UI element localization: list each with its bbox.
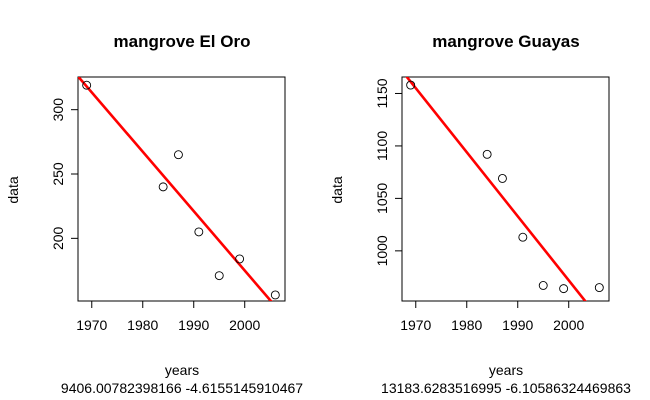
chart-panel-guayas: mangrove Guayas years data 13183.6283516… — [329, 32, 631, 396]
fit-coefficients: 13183.6283516995 -6.10586324469863 — [381, 380, 631, 396]
x-tick-label: 1990 — [502, 317, 533, 333]
plot-frame — [77, 76, 286, 302]
data-point — [594, 283, 604, 293]
x-tick-label: 1970 — [76, 317, 107, 333]
data-point — [235, 254, 245, 264]
x-tick-label: 1990 — [178, 317, 209, 333]
fit-coefficients: 9406.00782398166 -4.6155145910467 — [61, 380, 303, 396]
x-axis-label: years — [489, 362, 523, 378]
x-tick-label: 1980 — [451, 317, 482, 333]
data-point — [173, 150, 183, 160]
data-point — [518, 232, 528, 242]
plot-frame — [401, 76, 610, 302]
data-point — [270, 290, 280, 300]
chart-panel-el-oro: mangrove El Oro years data 9406.00782398… — [5, 32, 303, 396]
data-point — [497, 174, 507, 183]
x-tick-label: 2000 — [553, 317, 584, 333]
data-point — [194, 227, 204, 237]
data-point — [406, 80, 416, 90]
data-point — [158, 182, 168, 192]
y-tick-label: 1150 — [374, 78, 390, 108]
regression-line — [405, 77, 587, 301]
data-point — [559, 284, 569, 294]
y-axis-label: data — [5, 176, 21, 203]
y-tick-label: 1100 — [374, 131, 390, 161]
data-point — [214, 271, 224, 281]
chart-title: mangrove Guayas — [432, 32, 579, 51]
y-tick-label: 1000 — [374, 235, 390, 266]
x-tick-label: 2000 — [229, 317, 260, 333]
x-axis-label: years — [165, 362, 199, 378]
regression-line — [78, 77, 273, 301]
data-point — [82, 80, 92, 90]
y-tick-label: 300 — [50, 98, 66, 122]
plot-area: 1970 1980 1990 2000 200 250 300 — [50, 76, 286, 333]
data-point — [538, 281, 548, 290]
data-point — [482, 149, 492, 159]
y-axis-label: data — [329, 176, 345, 203]
x-tick-label: 1980 — [127, 317, 158, 333]
y-tick-label: 250 — [50, 162, 66, 186]
x-tick-label: 1970 — [400, 317, 431, 333]
y-tick-label: 200 — [50, 226, 66, 250]
y-tick-label: 1050 — [374, 183, 390, 214]
plot-area: 1970 1980 1990 2000 1000 1050 1100 1150 — [374, 76, 610, 333]
chart-title: mangrove El Oro — [114, 32, 251, 51]
